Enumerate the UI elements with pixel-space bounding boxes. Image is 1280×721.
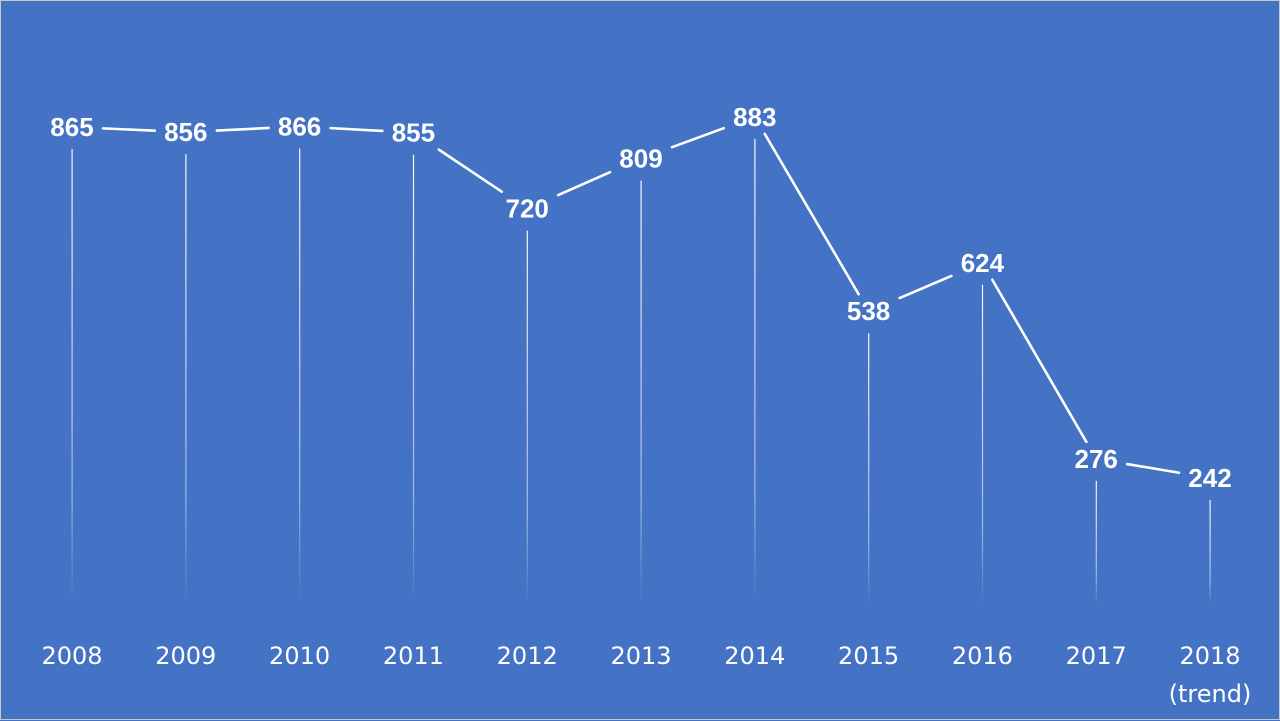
drop-line	[640, 180, 642, 606]
data-label: 856	[164, 117, 207, 147]
line-segment	[437, 148, 504, 193]
drop-line	[185, 154, 187, 606]
data-label: 720	[506, 194, 549, 224]
line-segment	[763, 132, 860, 296]
drop-line	[299, 148, 301, 607]
drop-line	[526, 230, 528, 606]
data-label: 276	[1075, 444, 1118, 474]
line-segment	[990, 278, 1088, 444]
x-tick-label: 2009	[155, 642, 216, 670]
line-segment	[101, 127, 157, 132]
drop-line	[754, 138, 756, 606]
x-tick-label: 2011	[383, 642, 444, 670]
data-label: 809	[619, 144, 662, 174]
data-label: 866	[278, 111, 321, 141]
x-tick-label: 2010	[269, 642, 330, 670]
data-label: 242	[1188, 463, 1231, 493]
data-label: 624	[961, 248, 1005, 278]
line-segment	[1125, 462, 1181, 475]
x-tick-label: 2012	[497, 642, 558, 670]
drop-line	[412, 154, 415, 606]
data-label: 865	[50, 112, 93, 142]
drop-line	[1209, 499, 1211, 606]
x-tick-label: 2016	[952, 642, 1013, 670]
line-segment	[898, 274, 953, 300]
drop-line	[981, 284, 984, 606]
line-segment	[556, 170, 612, 197]
x-tick-label: 2018	[1179, 642, 1240, 670]
drop-line	[868, 333, 870, 606]
x-tick-label: 2008	[41, 642, 102, 670]
x-tick-label: 2017	[1066, 642, 1127, 670]
x-tick-label: 2013	[610, 642, 671, 670]
drop-line	[1095, 480, 1097, 606]
data-label: 538	[847, 296, 890, 326]
x-tick-label: 2015	[838, 642, 899, 670]
data-label: 855	[392, 118, 435, 148]
x-tick-sublabel: (trend)	[1169, 680, 1252, 708]
data-label: 883	[733, 102, 776, 132]
x-tick-label: 2014	[724, 642, 785, 670]
line-segment	[329, 126, 384, 133]
drop-line	[71, 149, 73, 606]
line-segment	[215, 126, 270, 132]
line-segment	[670, 126, 726, 149]
